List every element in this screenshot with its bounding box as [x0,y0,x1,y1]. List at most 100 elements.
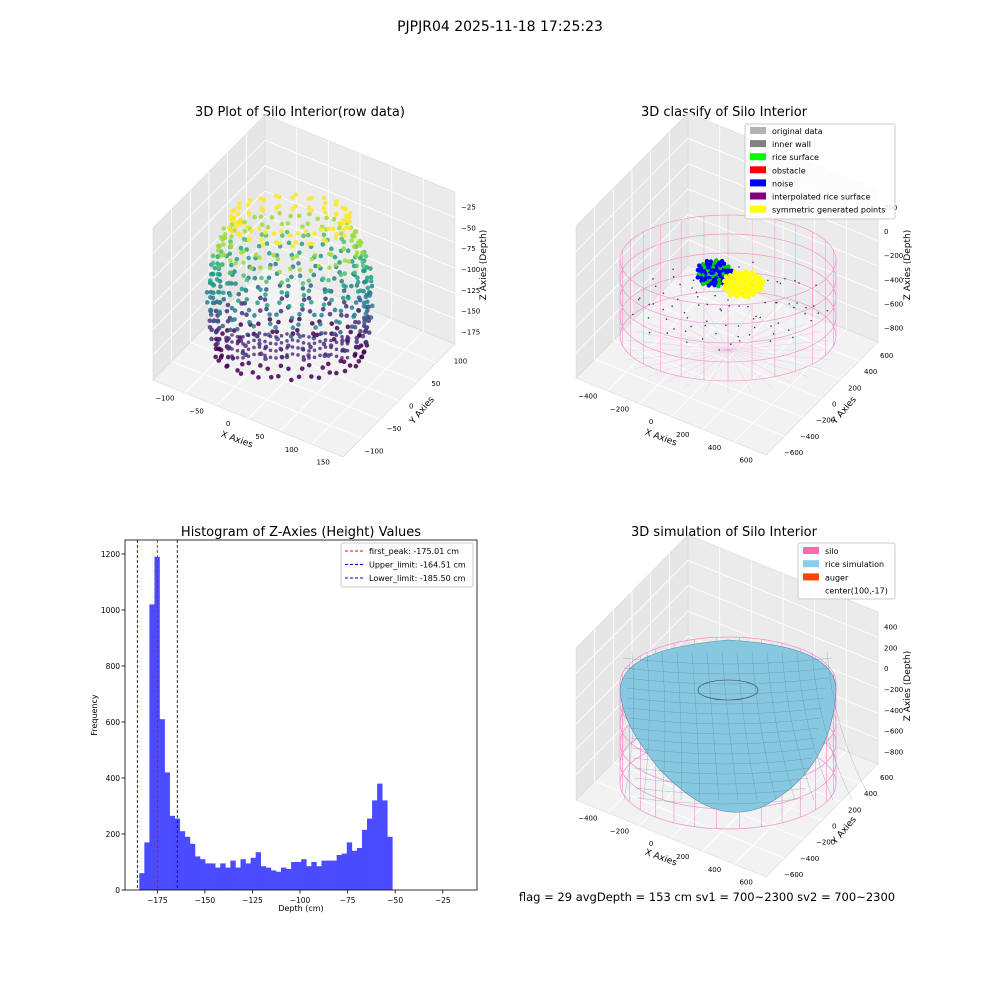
y-tick-label: 400 [864,790,877,798]
data-point [353,319,358,325]
panel-classify-title: 3D classify of Silo Interior [641,105,808,120]
legend-label: symmetric generated points [772,206,885,215]
data-point [301,355,306,359]
data-point [207,324,213,330]
symmetric-point [751,292,757,297]
simulation-y-axis-label: Y Axies [830,815,859,847]
histogram-bar [387,836,393,890]
silo-floor-spoke [727,349,752,392]
legend-swatch [803,573,819,581]
data-point [268,374,274,380]
data-point [260,208,266,213]
y-tick-label: −100 [364,448,383,456]
data-point [318,253,324,259]
data-point [259,232,265,237]
data-point [274,342,278,346]
data-point [355,279,361,285]
x-tick-label: −200 [610,827,629,835]
data-point [248,265,254,271]
data-point [316,375,322,381]
original-point [696,295,699,298]
histogram-bar [220,863,226,890]
data-point [351,314,356,319]
grid-line [575,585,879,699]
data-point [204,290,210,295]
original-point [738,340,741,342]
rice-mesh-line [642,651,650,801]
original-point [697,304,700,306]
histogram-bar [200,859,206,890]
data-point [342,233,347,238]
data-point [323,352,328,356]
data-point [301,357,307,362]
data-point [334,340,339,345]
data-point [299,366,305,371]
data-point [344,218,349,224]
panel-raw-data: 3D Plot of Silo Interior(row data) −100−… [152,105,489,467]
rice-mesh-line [796,651,834,801]
noise-rice-point [697,263,702,268]
data-point [251,323,257,329]
original-point [777,322,780,324]
x-tick-label: −100 [290,896,311,905]
z-tick-label: −600 [884,300,903,308]
data-point [338,272,344,278]
data-point [307,211,312,217]
data-point [268,355,273,360]
data-point [358,343,364,348]
legend-label: original data [772,127,823,136]
data-point [289,252,295,258]
data-point [290,206,296,212]
original-point [812,305,815,307]
data-point [312,355,317,360]
data-point [343,213,349,219]
x-tick-label: 100 [285,446,298,454]
z-tick-label: 0 [884,665,888,673]
data-point [342,258,348,263]
original-point [690,325,692,328]
legend-swatch [750,140,766,148]
data-point [354,344,360,350]
data-point [274,356,278,360]
original-point [752,261,754,264]
panel-classify: 3D classify of Silo Interior −400 −200 0 20… [575,105,913,465]
y-tick-label: 800 [106,662,121,671]
histogram-bar [265,867,272,890]
data-point [235,298,241,304]
original-point [662,292,665,294]
classify-point-cloud [632,258,829,351]
y-tick-label: 0 [832,823,836,831]
original-point [755,315,757,318]
noise-rice-point [704,258,710,264]
data-point [210,260,216,266]
data-point [307,342,311,346]
rice-mesh-line [706,651,720,801]
data-point [305,221,311,227]
data-point [320,306,326,312]
histogram-bar [336,855,343,890]
data-point [284,290,290,296]
original-point [652,278,654,280]
data-point [278,363,284,369]
rice-mesh-line [629,727,819,735]
original-point [632,313,634,316]
data-point [320,242,326,247]
data-point [239,361,245,367]
data-point [235,348,240,353]
original-point [714,294,716,297]
original-point [784,277,786,280]
data-point [338,308,344,314]
raw-x-axis-label: X Axies [219,430,254,451]
original-point [805,306,807,309]
data-point [246,360,252,366]
silo-floor-spoke [663,349,729,384]
data-point [363,294,369,300]
data-point [211,290,216,296]
original-point [676,298,679,301]
data-point [361,350,367,355]
histogram-bar [260,866,267,890]
legend-swatch [750,205,766,213]
data-point [360,259,366,265]
histogram-bar [280,867,287,890]
data-point [252,313,257,318]
